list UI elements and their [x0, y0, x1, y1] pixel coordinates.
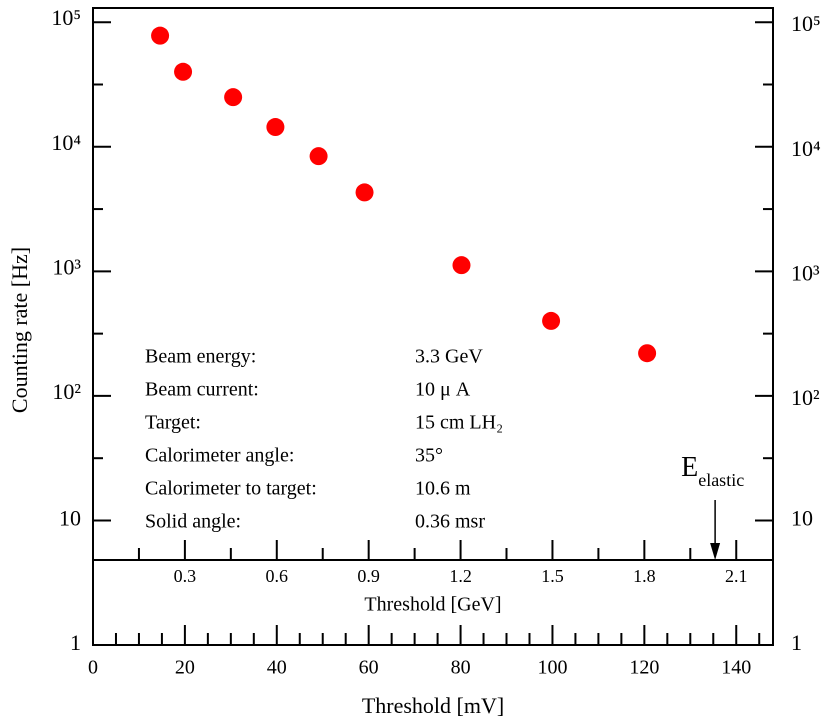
- x-tick-label: 140: [721, 657, 751, 679]
- y-tick-label: 10: [59, 505, 81, 530]
- y-tick-label: 10²: [52, 379, 81, 404]
- data-point: [151, 26, 170, 45]
- data-point: [309, 147, 328, 166]
- y-right-tick-label: 10³: [791, 260, 820, 285]
- data-point: [452, 256, 471, 275]
- annotation-label: Beam energy:: [145, 346, 256, 368]
- x2-tick-label: 0.6: [266, 566, 289, 586]
- x-tick-label: 20: [175, 657, 195, 679]
- plot-frame: [92, 7, 774, 646]
- y-axis-label: Counting rate [Hz]: [7, 247, 32, 413]
- annotation-value: 15 cm LH₂: [415, 412, 503, 434]
- data-point: [638, 344, 657, 363]
- x-tick-label: 60: [359, 657, 379, 679]
- annotation-label: Target:: [145, 412, 201, 434]
- y-right-tick-label: 10⁴: [791, 136, 821, 161]
- data-point: [174, 62, 193, 81]
- y-right-tick-label: 10: [791, 505, 813, 530]
- marker-arrow-head: [710, 543, 721, 560]
- x2-tick-label: 1.2: [449, 566, 472, 586]
- y-right-tick-label: 10²: [791, 385, 820, 410]
- y-tick-label: 10⁴: [51, 130, 81, 155]
- data-point: [224, 88, 243, 107]
- y-tick-label: 10³: [52, 254, 81, 279]
- data-point: [355, 183, 374, 202]
- x-tick-label: 0: [88, 657, 98, 679]
- y-tick-label: 1: [70, 630, 81, 655]
- marker-label-main: E: [681, 452, 698, 483]
- y-tick-label: 10⁵: [51, 5, 81, 30]
- annotation-label: Calorimeter angle:: [145, 445, 294, 467]
- x-tick-label: 80: [451, 657, 471, 679]
- marker-label: Eelastic: [681, 452, 744, 490]
- annotation-value: 10.6 m: [415, 478, 471, 500]
- data-point: [266, 118, 285, 137]
- x2-axis-label: Threshold [GeV]: [364, 594, 501, 616]
- annotation-label: Solid angle:: [145, 511, 241, 533]
- x2-tick-label: 0.9: [357, 566, 380, 586]
- x2-tick-label: 1.8: [633, 566, 656, 586]
- x2-tick-label: 1.5: [541, 566, 564, 586]
- annotation-label: Beam current:: [145, 379, 259, 401]
- x-axis-label: Threshold [mV]: [362, 693, 504, 717]
- annotation-value: 0.36 msr: [415, 511, 485, 533]
- x-tick-label: 40: [267, 657, 287, 679]
- data-point: [542, 311, 561, 330]
- x-tick-label: 120: [629, 657, 659, 679]
- marker-label-sub: elastic: [698, 470, 744, 490]
- y-right-tick-label: 1: [791, 630, 802, 655]
- annotation-value: 3.3 GeV: [415, 346, 483, 368]
- x2-tick-label: 0.3: [174, 566, 197, 586]
- annotation-value: 35°: [415, 445, 443, 467]
- annotation-label: Calorimeter to target:: [145, 478, 317, 500]
- x2-tick-label: 2.1: [725, 566, 748, 586]
- y-right-tick-label: 10⁵: [791, 11, 821, 36]
- x-tick-label: 100: [537, 657, 567, 679]
- annotation-value: 10 μ A: [415, 379, 471, 401]
